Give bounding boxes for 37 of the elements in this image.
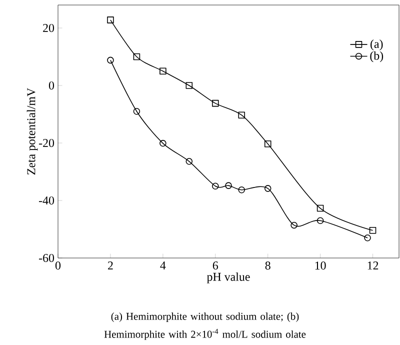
y-axis-title: Zeta potential/mV <box>26 88 38 175</box>
x-tick-label: 0 <box>55 262 61 270</box>
point <box>264 185 272 192</box>
point <box>186 158 193 165</box>
x-tick-label: 8 <box>265 262 270 270</box>
point <box>364 234 371 242</box>
point <box>133 108 140 115</box>
point <box>107 56 114 64</box>
x-tick-label: 10 <box>315 262 326 270</box>
point <box>369 227 376 234</box>
text: (a) Hemimorphite without sodium olate; (b) Hemimorphite with 2×10$^{-4}$ mol/L sodium olate <box>104 312 306 340</box>
x-tick-label: 2 <box>108 262 113 270</box>
point <box>316 217 324 224</box>
point <box>133 53 140 60</box>
y-tick-label: -20 <box>38 138 54 148</box>
point <box>316 204 324 212</box>
point <box>264 140 272 148</box>
point <box>212 182 219 190</box>
x-tick-label: 4 <box>160 262 166 270</box>
y-tick-label: 20 <box>43 24 54 32</box>
legend-label: (b) <box>370 51 384 62</box>
y-tick-label: -60 <box>38 254 54 262</box>
point <box>238 112 246 118</box>
point <box>160 68 166 75</box>
x-tick-label: 6 <box>212 262 218 270</box>
point <box>212 100 219 107</box>
point <box>238 186 246 194</box>
x-tick-label: 12 <box>368 262 378 270</box>
y-tick-label: -40 <box>38 196 54 205</box>
point <box>290 222 298 229</box>
y-tick-label: 0 <box>48 81 54 90</box>
point <box>225 182 232 189</box>
x-axis-title: pH value <box>206 272 250 284</box>
point <box>186 82 193 89</box>
legend-label: (a) <box>370 40 383 50</box>
point <box>160 140 166 147</box>
point <box>107 16 114 24</box>
